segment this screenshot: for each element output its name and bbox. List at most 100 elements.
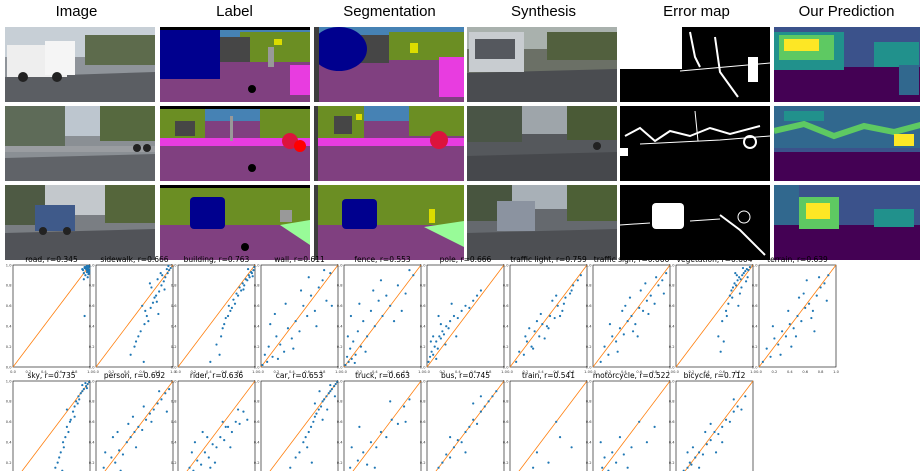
scatter-point — [251, 275, 254, 278]
label-map-row1 — [160, 27, 310, 102]
scatter-point — [330, 388, 333, 391]
scatter-point — [468, 306, 471, 309]
y-tick-label: 0.2 — [89, 461, 95, 465]
y-tick-label: 0.2 — [254, 345, 260, 349]
y-tick-label: 0.6 — [171, 420, 177, 424]
scatter-point — [810, 316, 813, 320]
scatter-point — [334, 382, 337, 386]
photo-row2 — [5, 106, 155, 181]
x-tick-label: 0.6 — [221, 370, 227, 374]
scatter-point — [373, 325, 376, 328]
scatter-point — [61, 441, 65, 444]
scatter-point — [705, 443, 708, 446]
y-tick-label: 0.8 — [503, 400, 509, 404]
scatter-point — [356, 330, 359, 333]
plot-frame — [592, 264, 671, 368]
y-tick-label: 1.0 — [669, 379, 675, 383]
y-tick-label: 0.2 — [752, 345, 758, 349]
y-tick-label: 0.6 — [6, 420, 12, 424]
scatter-panel: bus, r=0.7450.00.20.40.60.81.00.00.20.40… — [420, 371, 505, 471]
scatter-point — [432, 353, 435, 356]
x-tick-label: 1.0 — [833, 370, 839, 374]
scatter-point — [88, 380, 91, 384]
scatter-point — [82, 388, 85, 391]
scatter-point — [800, 320, 803, 323]
y-tick-label: 0.4 — [752, 325, 758, 329]
scatter-point — [790, 345, 793, 348]
scatter-point — [127, 422, 130, 425]
scatter-point — [719, 350, 722, 353]
x-tick-label: 0.2 — [26, 370, 32, 374]
prediction-row3 — [774, 185, 920, 260]
y-tick-label: 1.0 — [89, 379, 95, 383]
scatter-point — [704, 430, 707, 434]
scatter-point — [429, 340, 432, 343]
scatter-point — [67, 430, 70, 434]
scatter-point — [166, 272, 169, 275]
scatter-point — [744, 280, 748, 283]
y-tick-label: 0.8 — [171, 284, 177, 288]
scatter-point — [475, 422, 479, 425]
identity-line — [186, 380, 256, 471]
x-tick-label: 0.6 — [470, 370, 476, 374]
scatter-point — [472, 402, 475, 405]
y-tick-label: 0.4 — [171, 441, 177, 445]
scatter-point — [59, 451, 62, 454]
scatter-point — [727, 302, 730, 305]
x-tick-label: 0.8 — [818, 370, 824, 374]
scatter-point — [309, 425, 313, 428]
scatter-point — [289, 466, 292, 469]
scatter-point — [333, 385, 336, 388]
scatter-point — [326, 408, 329, 411]
scatter-point — [396, 422, 399, 425]
x-tick-label: 0.0 — [175, 370, 181, 374]
scatter-panel: traffic light, r=0.759 0.0 0.2 0.4 0.6 0.8 1.0… — [503, 255, 591, 374]
scatter-point — [83, 314, 86, 318]
y-tick-label: 0.0 — [171, 365, 177, 369]
scatter-point — [150, 286, 153, 289]
plot-frame — [426, 380, 505, 471]
scatter-point — [647, 312, 650, 316]
scatter-panel: bicycle, r=0.7120.00.20.40.60.81.00.00.2… — [669, 371, 754, 471]
scatter-point — [319, 405, 323, 408]
x-tick-label: 0.0 — [507, 370, 513, 374]
scatter-point — [65, 408, 68, 411]
scatter-point — [449, 436, 452, 439]
y-tick-label: 0.8 — [669, 400, 675, 404]
y-tick-label: 1.0 — [420, 263, 426, 267]
scatter-point — [722, 340, 725, 343]
scatter-point — [543, 337, 546, 340]
scatter-point — [608, 323, 612, 326]
scatter-point — [350, 446, 353, 449]
scatter-point — [447, 327, 450, 330]
x-tick-label: 0.4 — [124, 370, 130, 374]
scatter-point — [283, 350, 286, 353]
segmentation-row2 — [314, 106, 464, 181]
scatter-point — [433, 345, 436, 348]
chart-title: wall, r=0.611 — [274, 255, 325, 264]
identity-line — [601, 380, 671, 471]
scatter-point — [532, 347, 535, 350]
scatter-point — [86, 265, 89, 269]
x-tick-label: 0.2 — [274, 370, 280, 374]
y-tick-label: 0.6 — [503, 304, 509, 308]
scatter-point — [321, 279, 324, 282]
scatter-point — [797, 296, 801, 299]
scatter-point — [761, 360, 764, 363]
scatter-point — [156, 402, 159, 405]
scatter-point — [430, 350, 433, 353]
y-tick-label: 0.4 — [6, 325, 12, 329]
y-tick-label: 0.0 — [89, 365, 95, 369]
y-tick-label: 1.0 — [6, 379, 12, 383]
scatter-point — [603, 345, 606, 348]
scatter-point — [121, 453, 125, 456]
prediction-row1 — [774, 27, 920, 102]
scatter-point — [601, 466, 604, 469]
scatter-point — [638, 420, 641, 423]
scatter-point — [56, 461, 59, 464]
scatter-point — [744, 270, 747, 273]
scatter-point — [162, 280, 165, 283]
scatter-point — [349, 347, 352, 350]
scatter-point — [137, 335, 140, 338]
